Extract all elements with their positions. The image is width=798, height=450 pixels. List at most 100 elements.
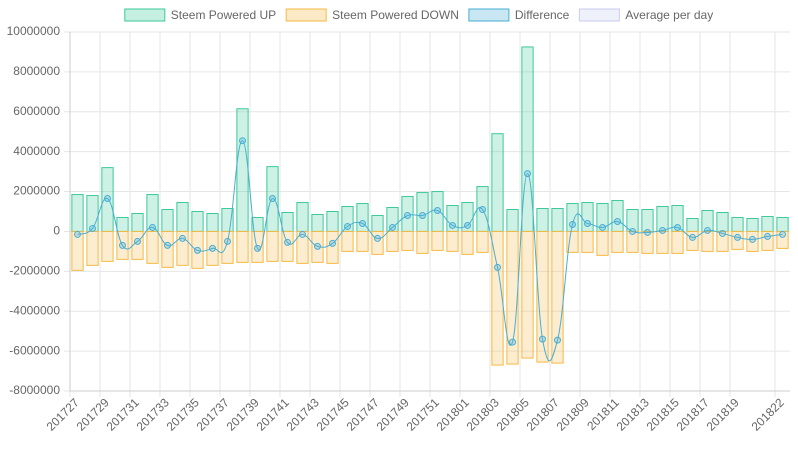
- x-tick-label: 201741: [254, 395, 292, 433]
- point: [209, 244, 216, 252]
- bar: [251, 230, 264, 263]
- bar: [731, 216, 744, 232]
- bar: [491, 230, 504, 366]
- point: [359, 219, 366, 227]
- x-tick-label: 201807: [524, 395, 562, 433]
- x-tick-label: 201747: [344, 395, 382, 433]
- point: [344, 222, 351, 230]
- bar: [671, 230, 684, 254]
- bar: [476, 230, 489, 253]
- bar: [461, 230, 474, 255]
- legend-swatch: [124, 8, 166, 22]
- bar: [416, 230, 429, 254]
- point: [599, 223, 606, 231]
- bar: [611, 200, 624, 232]
- y-tick-label: -2000000: [9, 264, 60, 278]
- bar: [521, 230, 534, 359]
- point: [299, 230, 306, 238]
- y-tick-label: -6000000: [9, 343, 60, 357]
- point: [704, 226, 711, 234]
- bar: [641, 209, 654, 232]
- x-tick-label: 201733: [134, 395, 172, 433]
- y-tick-label: 8000000: [13, 64, 60, 78]
- legend-label: Average per day: [625, 8, 713, 22]
- point: [689, 233, 696, 241]
- x-tick-label: 201815: [644, 395, 682, 433]
- bar: [656, 230, 669, 254]
- point: [584, 219, 591, 227]
- point: [734, 233, 741, 241]
- point: [524, 170, 531, 178]
- bar: [386, 230, 399, 252]
- bar: [641, 230, 654, 254]
- point: [419, 211, 426, 219]
- point: [539, 335, 546, 343]
- bar: [761, 230, 774, 251]
- point: [74, 230, 81, 238]
- x-tick-label: 201739: [224, 395, 262, 433]
- x-tick-label: 201819: [704, 395, 742, 433]
- x-tick-label: 201801: [434, 395, 472, 433]
- bar: [506, 209, 519, 232]
- point: [224, 237, 231, 245]
- x-tick-label: 201809: [554, 395, 592, 433]
- bar: [596, 230, 609, 256]
- point: [659, 226, 666, 234]
- bar: [131, 212, 144, 232]
- point: [629, 227, 636, 235]
- bar: [206, 212, 219, 232]
- bar: [356, 230, 369, 252]
- point: [149, 223, 156, 231]
- bar: [581, 230, 594, 253]
- bar: [506, 230, 519, 365]
- x-tick-label: 201737: [194, 395, 232, 433]
- point: [329, 239, 336, 247]
- bar: [701, 230, 714, 252]
- bar: [716, 230, 729, 252]
- x-tick-label: 201817: [674, 395, 712, 433]
- bar: [446, 230, 459, 252]
- point: [479, 206, 486, 214]
- point: [134, 237, 141, 245]
- point: [164, 241, 171, 249]
- point: [284, 238, 291, 246]
- point: [749, 235, 756, 243]
- bar: [281, 211, 294, 232]
- y-tick-label: -4000000: [9, 303, 60, 317]
- bar: [236, 108, 249, 232]
- point: [509, 338, 516, 346]
- point: [719, 229, 726, 237]
- bar: [326, 211, 339, 232]
- point: [104, 195, 111, 203]
- y-tick-label: 2000000: [13, 184, 60, 198]
- bar: [176, 202, 189, 232]
- bar: [296, 202, 309, 232]
- legend-swatch: [578, 8, 620, 22]
- point: [374, 234, 381, 242]
- point: [614, 217, 621, 225]
- bar: [371, 230, 384, 255]
- x-tick-label: 201727: [44, 395, 82, 433]
- bar: [431, 230, 444, 251]
- bar: [146, 230, 159, 264]
- bar: [746, 217, 759, 232]
- bar: [311, 213, 324, 232]
- bar: [491, 133, 504, 232]
- x-tick-label: 201751: [404, 395, 442, 433]
- x-tick-label: 201743: [284, 395, 322, 433]
- bar: [101, 230, 114, 262]
- bar: [566, 230, 579, 253]
- point: [554, 336, 561, 344]
- x-tick-label: 201822: [749, 395, 787, 433]
- bar: [71, 194, 84, 232]
- legend-label: Difference: [515, 8, 570, 22]
- bar: [281, 230, 294, 262]
- bar: [161, 230, 174, 268]
- x-tick-label: 201745: [314, 395, 352, 433]
- x-tick-label: 201805: [494, 395, 532, 433]
- bar: [746, 230, 759, 252]
- bar: [86, 230, 99, 266]
- y-tick-label: 0: [53, 224, 60, 238]
- x-tick-label: 201803: [464, 395, 502, 433]
- point: [644, 228, 651, 236]
